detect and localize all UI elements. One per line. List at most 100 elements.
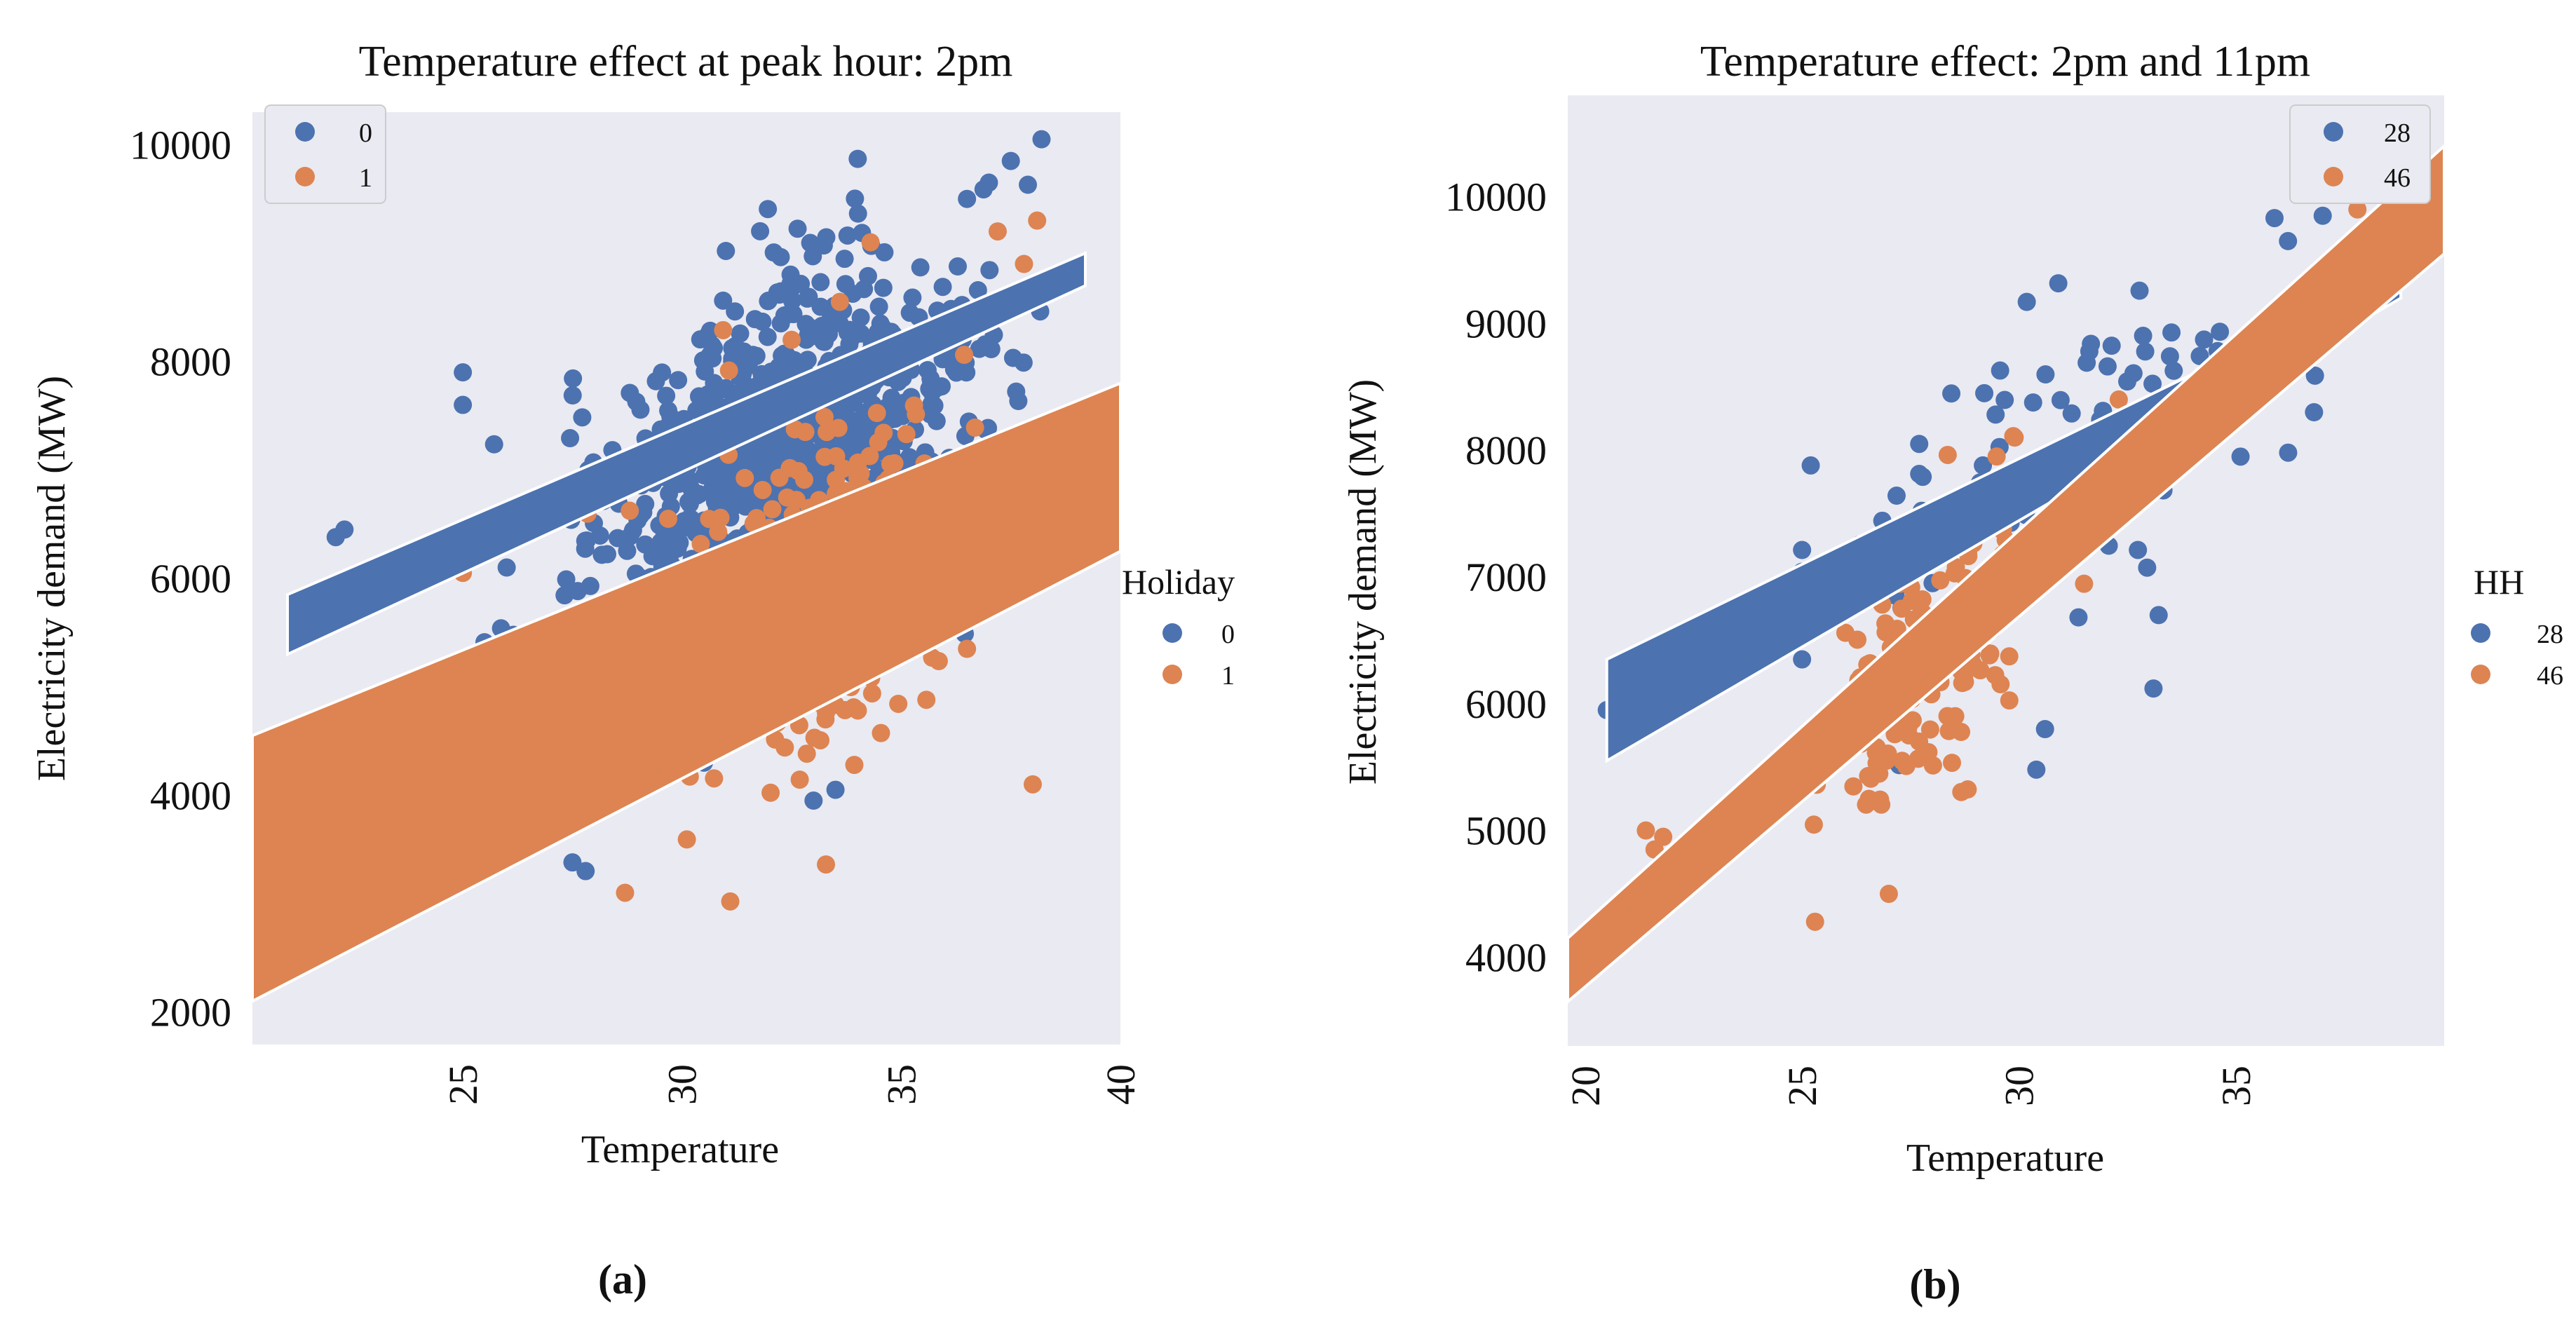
scatter-point-0 — [1032, 130, 1051, 149]
y-tick-label: 10000 — [130, 122, 231, 168]
scatter-point-28 — [2149, 606, 2168, 625]
scatter-point-46 — [1958, 780, 1977, 799]
scatter-point-0 — [979, 419, 998, 437]
legend-label-1: 1 — [359, 163, 372, 193]
scatter-point-0 — [714, 291, 733, 310]
scatter-point-46 — [1903, 711, 1922, 730]
scatter-point-1 — [787, 491, 806, 510]
scatter-point-0 — [968, 281, 987, 300]
scatter-point-28 — [1991, 361, 2009, 380]
scatter-point-1 — [1015, 254, 1033, 273]
scatter-point-28 — [2195, 330, 2214, 349]
scatter-point-46 — [1892, 599, 1911, 618]
panel-b-legend-inner: 28 46 — [2289, 104, 2431, 204]
scatter-point-1 — [747, 509, 766, 528]
scatter-point-0 — [869, 297, 888, 316]
scatter-point-28 — [1913, 468, 1932, 487]
scatter-point-1 — [789, 462, 808, 481]
y-tick-label: 5000 — [1465, 808, 1547, 854]
y-tick-label: 4000 — [150, 773, 231, 818]
scatter-point-46 — [1862, 769, 1880, 788]
scatter-point-1 — [834, 459, 853, 478]
scatter-point-1 — [805, 728, 824, 747]
scatter-point-0 — [848, 204, 867, 223]
scatter-point-1 — [797, 745, 816, 763]
scatter-point-46 — [1804, 815, 1823, 834]
scatter-point-0 — [1003, 348, 1022, 367]
scatter-point-0 — [759, 291, 778, 310]
scatter-point-0 — [799, 287, 818, 306]
scatter-point-0 — [751, 222, 770, 240]
scatter-point-28 — [2313, 206, 2332, 225]
scatter-point-46 — [2348, 200, 2367, 219]
scatter-point-0 — [717, 241, 735, 260]
scatter-point-28 — [2305, 403, 2324, 421]
x-tick-label: 35 — [879, 1064, 924, 1105]
scatter-point-0 — [848, 149, 867, 168]
scatter-point-28 — [2136, 342, 2155, 361]
scatter-point-0 — [903, 288, 922, 307]
scatter-point-0 — [826, 780, 845, 799]
scatter-point-0 — [736, 454, 755, 473]
panel-b-data — [1568, 144, 2444, 1004]
scatter-point-0 — [858, 266, 877, 285]
scatter-point-1 — [763, 500, 782, 519]
scatter-point-28 — [2265, 209, 2284, 228]
scatter-point-1 — [1023, 775, 1042, 794]
scatter-point-1 — [867, 404, 886, 423]
scatter-point-0 — [836, 399, 855, 418]
scatter-point-1 — [889, 694, 908, 713]
scatter-point-0 — [980, 261, 999, 280]
scatter-point-28 — [1793, 650, 1812, 669]
scatter-point-1 — [790, 770, 809, 789]
scatter-point-1 — [621, 501, 639, 520]
y-tick-label: 9000 — [1465, 301, 1547, 346]
scatter-point-0 — [875, 243, 894, 261]
y-tick-label: 4000 — [1465, 934, 1547, 980]
ci-band-1 — [252, 381, 1120, 1003]
scatter-point-28 — [1887, 487, 1906, 505]
x-tick-label: 20 — [1563, 1066, 1608, 1106]
scatter-point-1 — [861, 233, 880, 252]
scatter-point-28 — [2129, 541, 2148, 559]
scatter-point-0 — [920, 379, 939, 398]
scatter-point-1 — [616, 883, 635, 902]
scatter-point-0 — [804, 791, 823, 810]
x-tick-label: 25 — [440, 1064, 486, 1105]
scatter-point-28 — [2027, 760, 2046, 779]
scatter-point-46 — [1986, 666, 2005, 685]
scatter-point-0 — [799, 325, 818, 344]
scatter-point-0 — [563, 853, 582, 872]
scatter-point-0 — [857, 419, 876, 437]
scatter-point-28 — [2098, 357, 2117, 376]
legend-title-holiday: Holiday — [1122, 562, 1235, 601]
scatter-point-0 — [948, 257, 967, 276]
scatter-point-28 — [1995, 390, 2014, 409]
scatter-point-46 — [1942, 754, 1961, 773]
scatter-point-1 — [677, 830, 696, 849]
scatter-point-1 — [782, 330, 801, 349]
scatter-point-0 — [651, 533, 670, 552]
scatter-point-0 — [576, 531, 595, 550]
scatter-point-0 — [581, 576, 599, 595]
scatter-point-0 — [883, 405, 902, 423]
scatter-point-28 — [2035, 720, 2054, 738]
panel-a-x-label: Temperature — [581, 1128, 779, 1171]
scatter-point-46 — [1913, 590, 1932, 609]
scatter-point-28 — [2117, 372, 2136, 391]
legend-frame — [264, 104, 386, 204]
scatter-point-0 — [1001, 151, 1020, 170]
panel-b-y-label: Electricity demand (MW) — [1341, 379, 1385, 784]
panel-a-title: Temperature effect at peak hour: 2pm — [359, 38, 1013, 86]
scatter-point-1 — [775, 738, 794, 757]
scatter-point-0 — [759, 200, 778, 219]
scatter-point-0 — [820, 311, 839, 329]
scatter-point-28 — [1910, 435, 1929, 454]
scatter-point-0 — [576, 862, 595, 881]
scatter-point-0 — [761, 362, 780, 381]
scatter-point-1 — [700, 510, 719, 529]
panel-a-data — [252, 130, 1120, 1003]
scatter-point-28 — [2049, 274, 2068, 293]
scatter-point-46 — [2000, 647, 2019, 666]
scatter-point-1 — [691, 534, 710, 553]
